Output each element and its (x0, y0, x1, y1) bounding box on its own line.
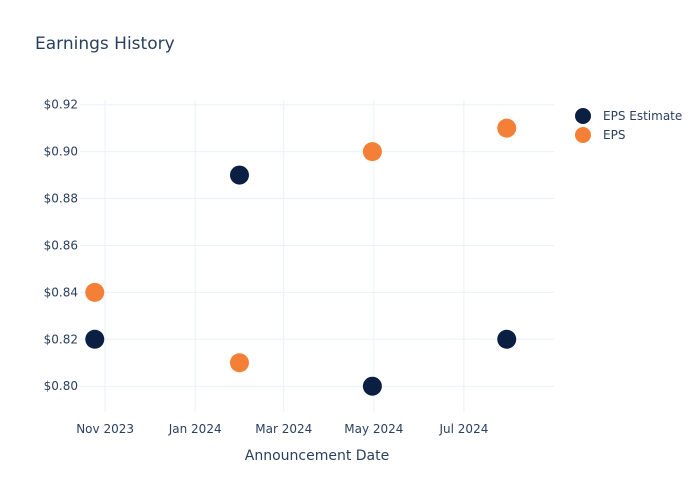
x-tick-label: Nov 2023 (76, 422, 134, 436)
eps-point[interactable] (362, 142, 382, 162)
y-tick-label: $0.90 (44, 145, 78, 159)
legend-label-eps: EPS (603, 127, 626, 142)
x-tick-label: Mar 2024 (255, 422, 312, 436)
chart-title: Earnings History (35, 34, 175, 54)
y-tick-label: $0.88 (44, 192, 78, 206)
x-tick-label: May 2024 (344, 422, 403, 436)
y-tick-label: $0.84 (44, 285, 78, 299)
x-axis-label: Announcement Date (244, 448, 390, 464)
data-points (85, 118, 517, 396)
grid-lines (80, 100, 554, 412)
eps-point[interactable] (497, 118, 517, 138)
x-tick-label: Jul 2024 (439, 422, 489, 436)
y-tick-label: $0.80 (44, 379, 78, 393)
eps-estimate-point[interactable] (362, 376, 382, 396)
eps-point[interactable] (85, 282, 105, 302)
legend-item-eps-estimate[interactable]: EPS Estimate (575, 106, 682, 125)
legend-label-eps-estimate: EPS Estimate (603, 108, 683, 123)
legend-item-eps[interactable]: EPS (575, 125, 682, 144)
y-tick-label: $0.82 (44, 332, 78, 346)
legend-swatch-eps-estimate (575, 107, 591, 124)
legend: EPS Estimate EPS (575, 106, 682, 144)
eps-point[interactable] (229, 353, 249, 373)
x-axis-ticks: Nov 2023 Jan 2024 Mar 2024 May 2024 Jul 2024 (76, 422, 488, 436)
x-tick-label: Jan 2024 (168, 422, 222, 436)
y-axis-ticks: $0.80 $0.82 $0.84 $0.86 $0.88 $0.90 $0.92 (44, 98, 78, 394)
y-tick-label: $0.86 (44, 238, 78, 252)
eps-estimate-point[interactable] (497, 329, 517, 349)
eps-estimate-point[interactable] (229, 165, 249, 185)
eps-estimate-point[interactable] (85, 329, 105, 349)
legend-swatch-eps (575, 126, 591, 143)
y-tick-label: $0.92 (44, 98, 78, 112)
